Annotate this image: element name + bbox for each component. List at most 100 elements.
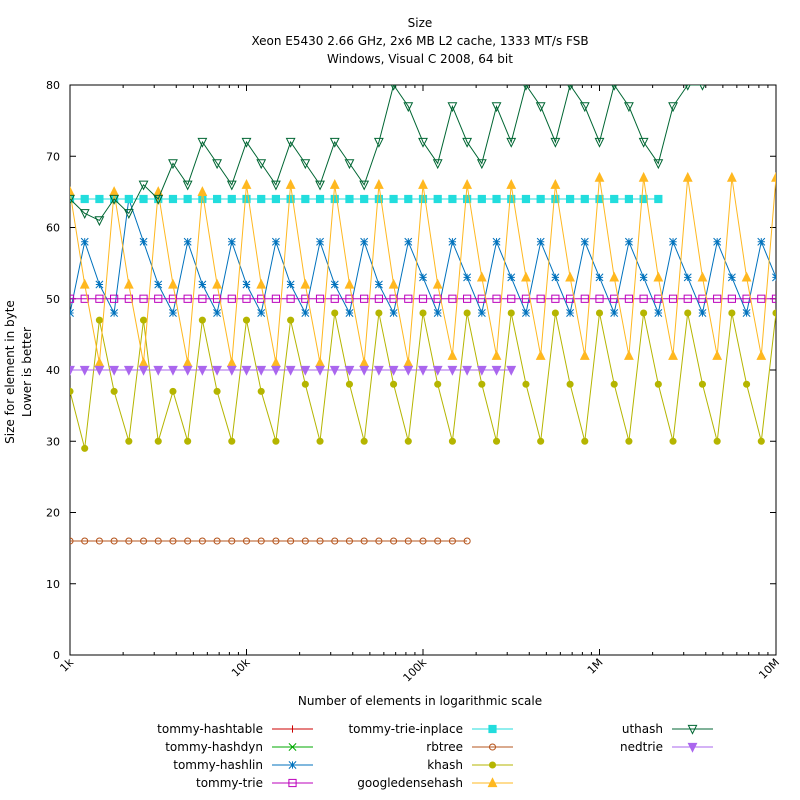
data-point [80,194,89,204]
data-point [183,294,192,303]
data-point [610,380,618,388]
data-point [594,171,605,182]
legend-item-uthash: uthash [622,722,713,736]
data-point [771,294,776,303]
data-point [70,186,75,196]
data-point [741,271,752,282]
data-point [257,537,265,545]
y-tick-label: 80 [46,79,60,92]
legend-swatch-marker [488,724,497,734]
data-point [390,85,397,91]
data-point [640,309,648,317]
data-point [139,237,148,246]
data-point [301,294,310,303]
data-point [594,137,605,148]
data-point [463,273,472,282]
legend-item-tommy-hashdyn: tommy-hashdyn [165,740,313,754]
data-point [198,316,206,324]
data-point [624,194,634,204]
data-point [154,294,163,303]
data-point [198,294,207,303]
data-point [125,537,133,545]
data-point [81,537,89,545]
x-tick-label: 10M [756,656,782,682]
data-point [434,380,442,388]
series-tommy-trie-inplace [70,194,663,204]
data-point [506,137,517,148]
data-point [595,273,604,282]
data-point [154,280,163,289]
data-point [331,537,339,545]
legend-item-googledensehash: googledensehash [357,776,513,790]
y-tick-label: 50 [46,293,60,306]
data-point [788,381,794,387]
data-point [139,316,148,324]
data-point [226,365,237,376]
data-point [507,273,516,282]
data-point [80,237,89,246]
legend-item-tommy-trie: tommy-trie [196,776,313,790]
data-point [579,350,590,360]
data-point [653,271,664,282]
data-point [79,209,90,219]
series-khash [70,309,794,452]
data-point [580,237,589,246]
data-point [315,294,325,303]
data-point [403,365,414,376]
data-point [699,85,706,91]
data-point [462,179,473,189]
legend-label: tommy-hashlin [173,758,263,772]
data-point [109,365,120,376]
data-point [390,537,398,545]
data-point [227,237,236,246]
data-point [567,85,573,91]
data-point [374,280,383,289]
chart-title-line-1: Size [408,16,433,30]
data-point [432,365,443,376]
data-point [213,387,221,395]
data-point [197,365,208,376]
data-point [726,171,737,182]
data-point [507,194,516,204]
data-point [316,237,324,246]
data-point [257,194,266,204]
data-point [418,365,428,376]
data-point [315,357,325,367]
legend-label: googledensehash [357,776,463,790]
data-point [110,387,118,395]
legend-swatch-marker [288,725,297,733]
data-point [271,194,281,204]
data-point [139,537,148,545]
data-point [535,350,546,360]
data-point [330,194,339,204]
data-point [360,437,368,445]
data-point [433,309,442,317]
x-tick-label: 10k [229,655,253,679]
data-point [654,380,662,388]
data-point [537,437,545,445]
data-point [698,309,707,317]
data-point [580,294,589,303]
data-point [70,294,75,303]
data-point [169,387,177,395]
data-point [727,294,736,303]
data-point [757,437,765,445]
data-point [330,294,339,303]
data-point [566,380,574,388]
data-point [241,179,252,189]
series-nedtrie [70,365,517,376]
data-point [330,280,339,289]
data-point [787,273,795,281]
data-point [492,237,501,246]
data-point [374,294,383,303]
data-point [388,278,399,289]
legend-item-tommy-trie-inplace: tommy-trie-inplace [348,722,513,736]
data-point [168,159,178,170]
data-point [683,273,692,282]
data-point [478,380,486,388]
data-point [683,294,692,303]
data-point [345,309,354,317]
data-point [727,273,736,282]
legend: tommy-hashtable tommy-hashdyn tommy-hashli… [157,722,713,790]
data-point [447,102,458,113]
